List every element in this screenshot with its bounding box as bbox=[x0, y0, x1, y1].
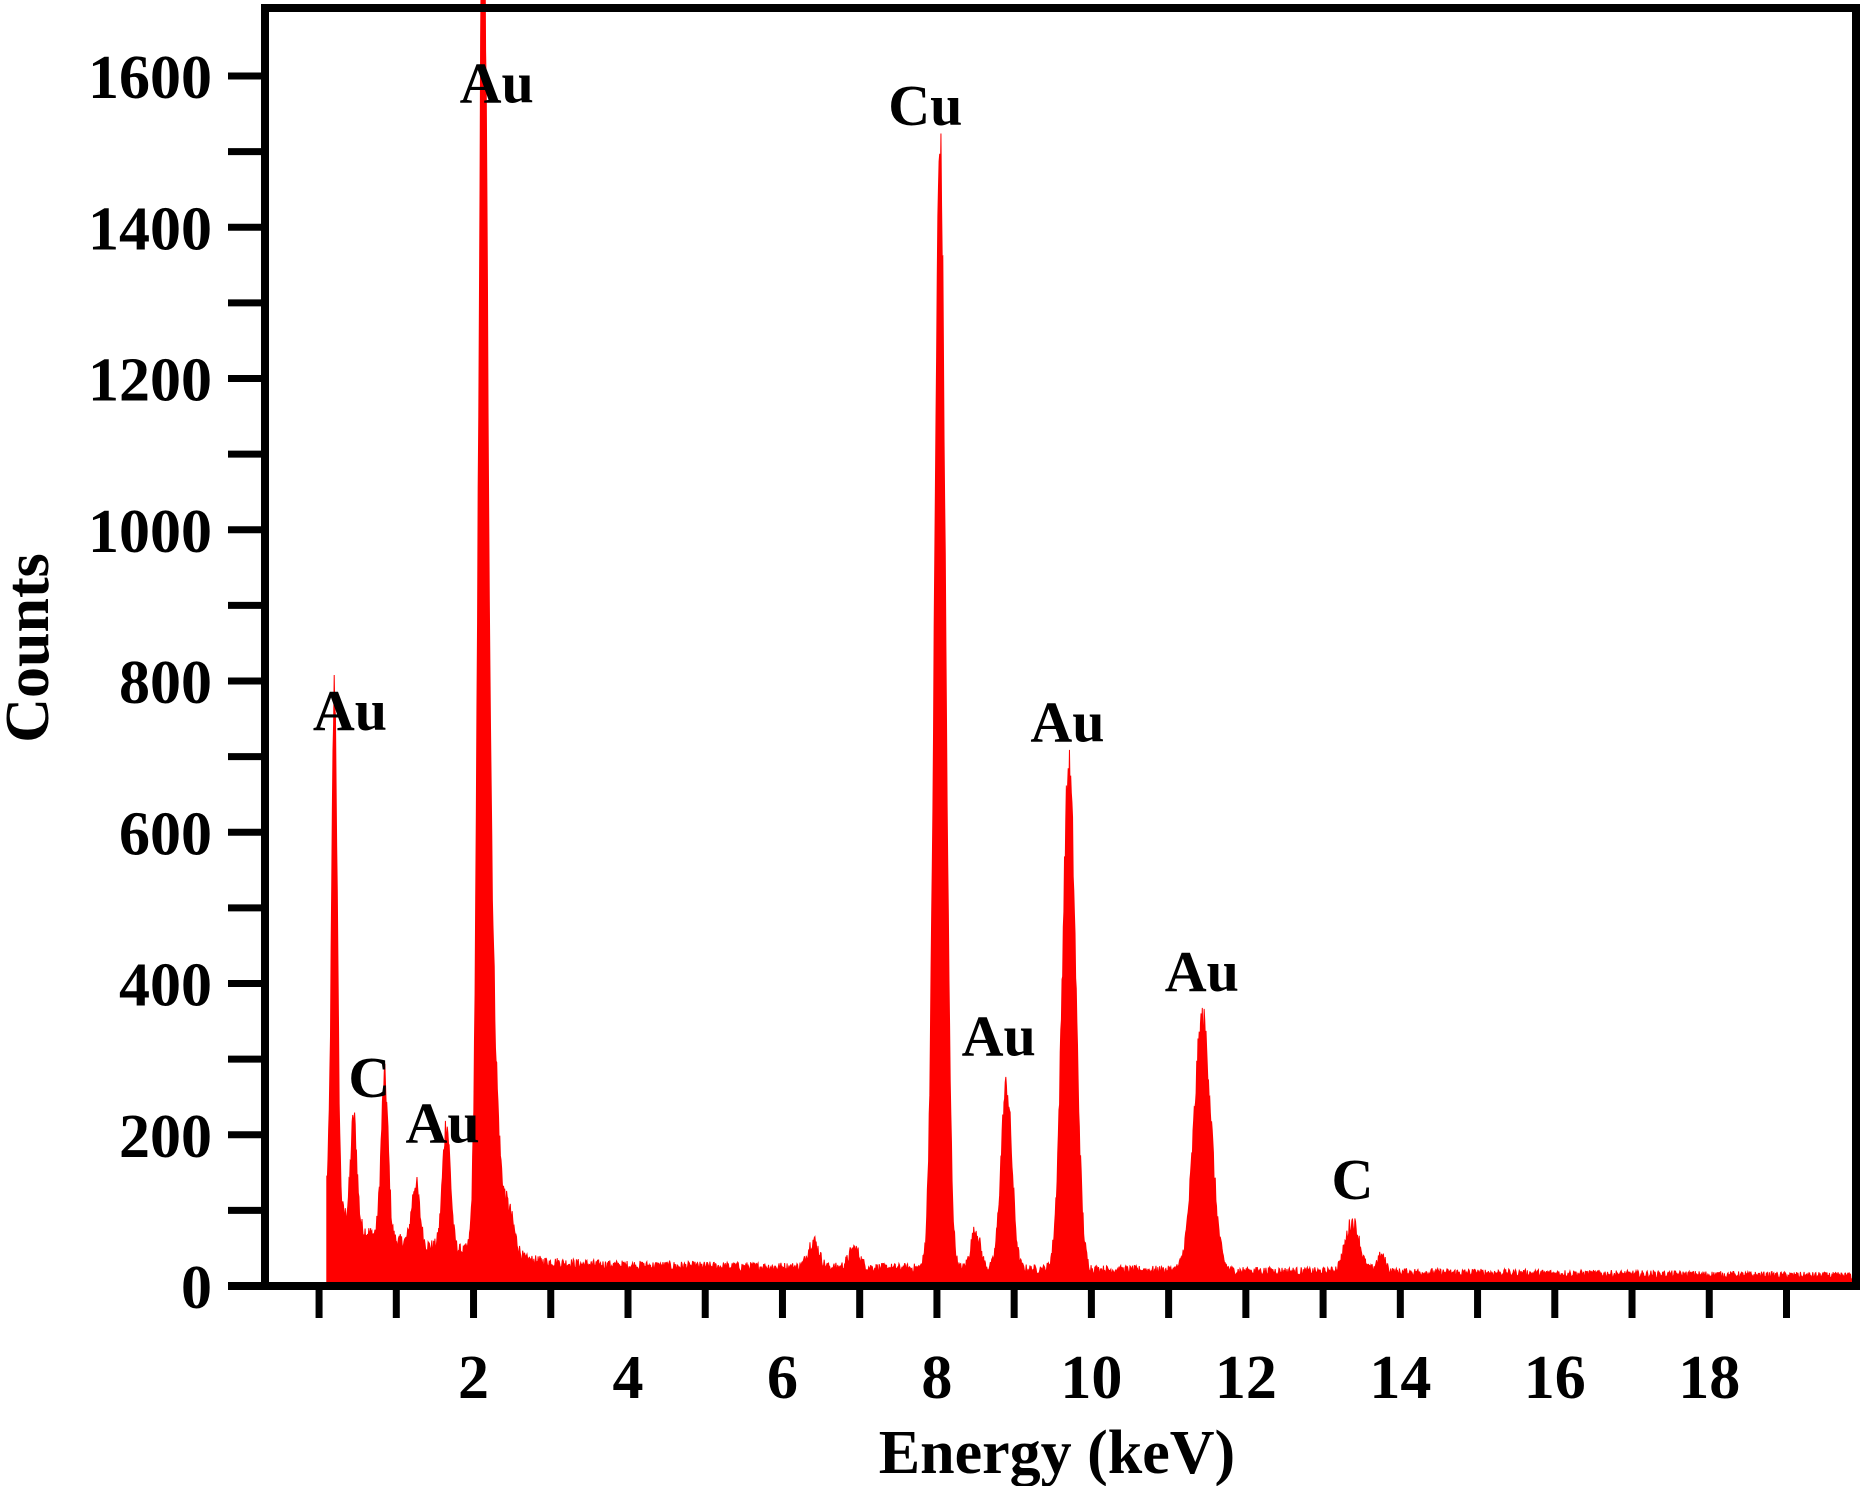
y-tick-label: 1400 bbox=[88, 195, 212, 263]
x-tick-label: 16 bbox=[1524, 1344, 1586, 1412]
y-tick-label: 1200 bbox=[88, 347, 212, 415]
peak-label: Cu bbox=[888, 73, 962, 138]
y-tick-label: 1000 bbox=[88, 498, 212, 566]
x-tick-label: 4 bbox=[612, 1344, 643, 1412]
peak-label: Au bbox=[406, 1090, 480, 1155]
peak-label: C bbox=[1331, 1147, 1373, 1212]
x-tick-label: 14 bbox=[1369, 1344, 1431, 1412]
y-tick-label: 600 bbox=[119, 800, 212, 868]
spectrum-area bbox=[326, 0, 1853, 1287]
y-tick-label: 400 bbox=[119, 952, 212, 1020]
peak-label: Au bbox=[1030, 690, 1104, 755]
axes: 0 200 400 600 800 1000 1200 1400 1600 2 4 6 8 10 12 14 1… bbox=[88, 4, 1860, 1412]
x-axis-label: Energy (keV) bbox=[879, 1419, 1235, 1486]
x-tick-label: 8 bbox=[921, 1344, 952, 1412]
x-tick-label: 2 bbox=[458, 1344, 489, 1412]
peak-label: C bbox=[348, 1045, 390, 1110]
y-tick-label: 800 bbox=[119, 649, 212, 717]
peak-label: Au bbox=[962, 1003, 1036, 1068]
x-tick-label: 6 bbox=[767, 1344, 798, 1412]
x-tick-label: 12 bbox=[1215, 1344, 1277, 1412]
y-tick-label: 0 bbox=[181, 1254, 212, 1322]
y-tick-label: 200 bbox=[119, 1103, 212, 1171]
peak-label: Au bbox=[313, 678, 387, 743]
x-tick-label: 18 bbox=[1678, 1344, 1740, 1412]
x-tick-label: 10 bbox=[1060, 1344, 1122, 1412]
y-tick-label: 1600 bbox=[88, 44, 212, 112]
peak-label: Au bbox=[1165, 939, 1239, 1004]
y-axis-label: Counts bbox=[0, 553, 62, 743]
peak-label: Au bbox=[460, 51, 534, 116]
spectrum-series bbox=[326, 0, 1853, 1287]
